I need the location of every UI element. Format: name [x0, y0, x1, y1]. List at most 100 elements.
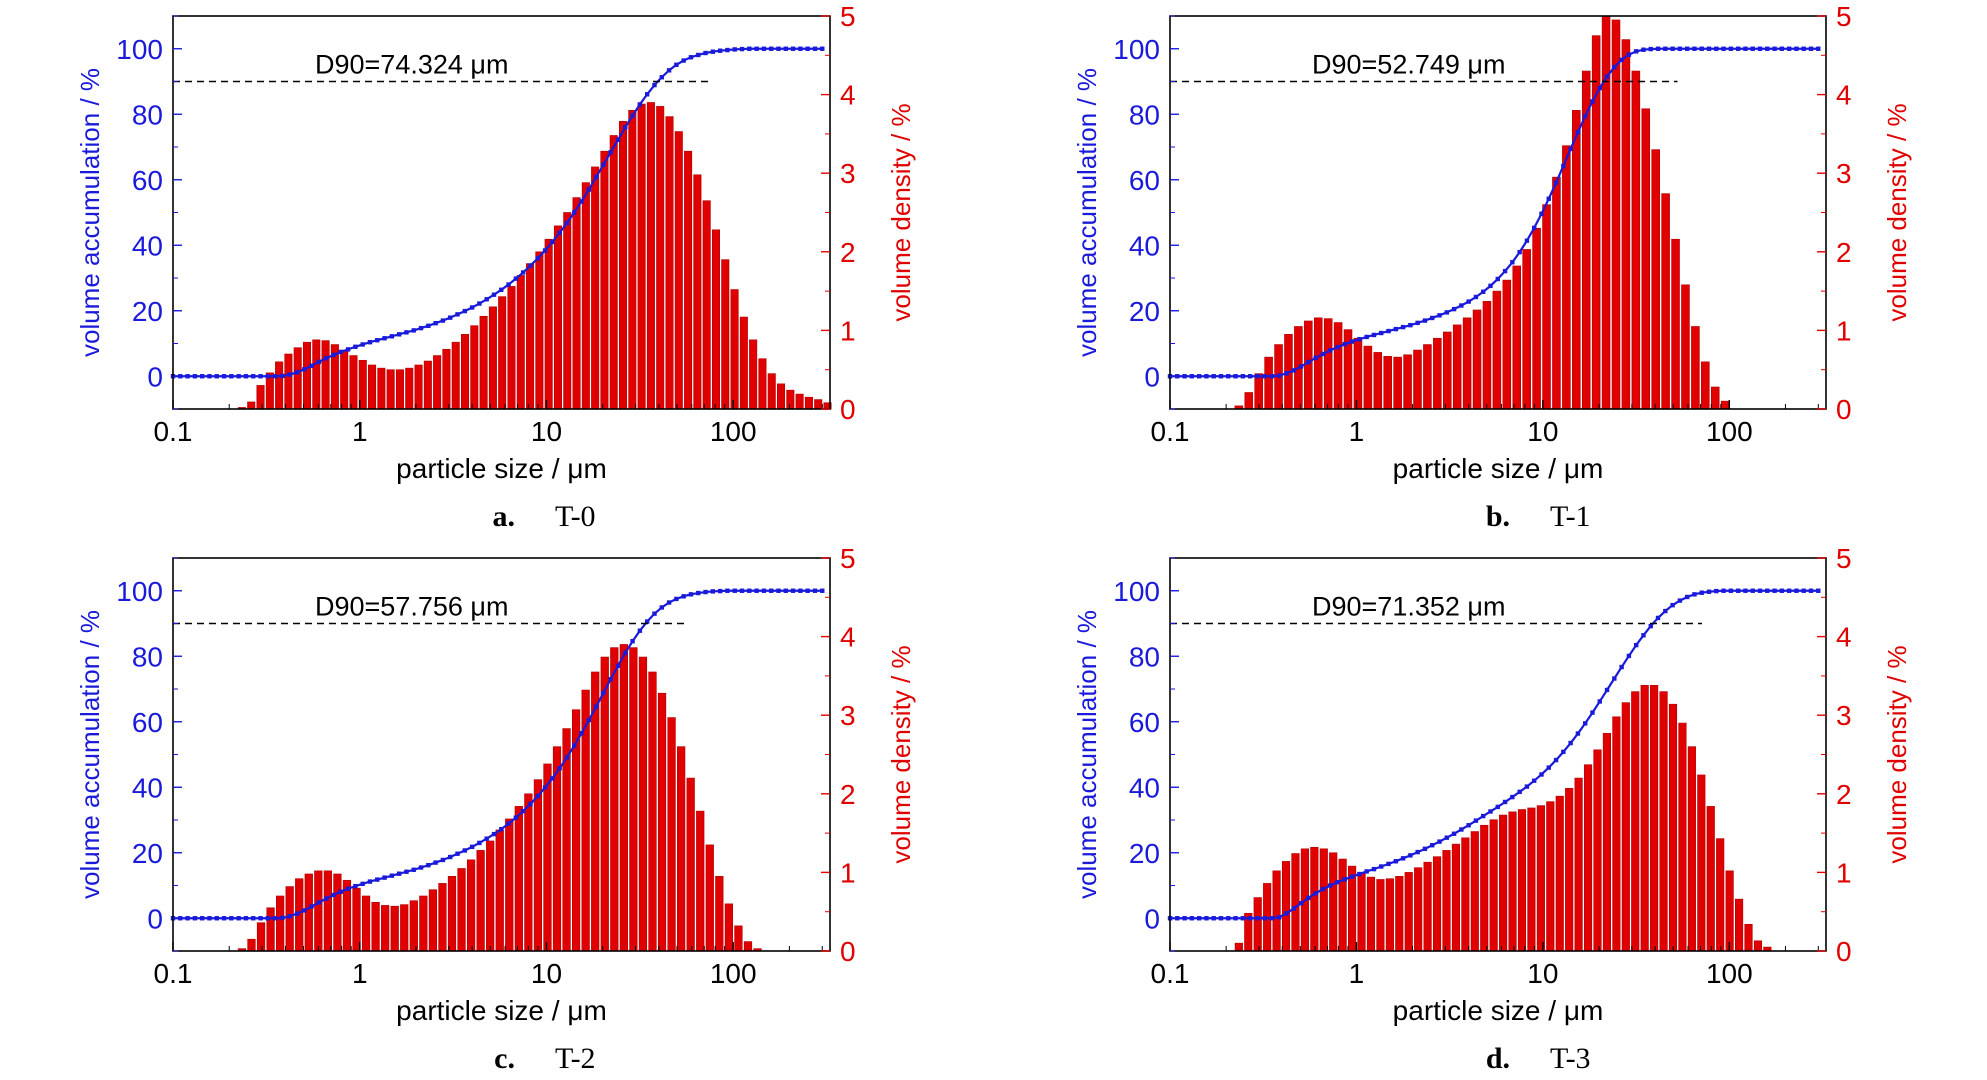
accumulation-point — [790, 46, 796, 51]
density-bar — [1668, 703, 1678, 952]
accumulation-point — [1801, 46, 1806, 51]
accumulation-point — [1532, 225, 1537, 231]
panel-caption-name: T-3 — [1550, 1042, 1591, 1075]
accumulation-point — [652, 82, 657, 88]
density-bar — [1461, 837, 1470, 952]
right-y-axis-label: volume density / % — [886, 645, 916, 863]
accumulation-point — [302, 908, 307, 913]
accumulation-point — [1408, 322, 1413, 328]
accumulation-point — [1794, 46, 1799, 51]
density-bar — [1691, 326, 1700, 410]
accumulation-point — [1466, 299, 1471, 304]
accumulation-point — [1510, 260, 1515, 265]
density-bar — [352, 887, 361, 952]
density-bar — [600, 656, 609, 952]
density-bar — [696, 810, 705, 952]
accumulation-point — [499, 287, 504, 292]
accumulation-point — [725, 588, 730, 593]
accumulation-point — [404, 330, 409, 335]
accumulation-point — [1590, 710, 1595, 715]
accumulation-point — [1298, 364, 1304, 369]
accumulation-point — [1393, 859, 1399, 864]
left-y-tick-label: 40 — [1129, 772, 1160, 803]
accumulation-point — [1670, 602, 1675, 608]
accumulation-point — [294, 370, 300, 375]
density-bar — [414, 364, 423, 410]
accumulation-point — [674, 596, 679, 602]
density-bar — [381, 905, 390, 952]
accumulation-point — [1517, 249, 1522, 255]
density-bar — [1574, 777, 1583, 952]
x-tick-label: 10 — [1527, 416, 1558, 447]
right-y-tick-label: 5 — [1836, 543, 1852, 574]
accumulation-point — [1189, 916, 1195, 921]
accumulation-point — [513, 815, 519, 820]
accumulation-point — [1320, 886, 1326, 892]
density-bar — [1611, 19, 1621, 410]
accumulation-point — [593, 704, 599, 709]
accumulation-point — [185, 374, 190, 379]
right-y-tick-label: 1 — [1836, 857, 1852, 888]
accumulation-point — [637, 102, 643, 107]
accumulation-point — [1364, 334, 1369, 340]
accumulation-point — [338, 349, 343, 355]
accumulation-point — [1488, 809, 1493, 814]
density-bar — [618, 121, 628, 410]
density-bar — [1338, 858, 1347, 952]
accumulation-point — [324, 356, 329, 361]
accumulation-point — [484, 836, 489, 841]
density-bar — [1621, 39, 1631, 410]
density-bar — [409, 900, 418, 952]
accumulation-point — [1728, 46, 1734, 51]
right-y-tick-label: 1 — [1836, 315, 1852, 346]
density-bar — [758, 358, 767, 410]
accumulation-point — [1451, 831, 1457, 836]
x-tick-label: 100 — [710, 958, 757, 989]
density-bar — [1678, 722, 1687, 952]
density-bar — [711, 229, 720, 410]
accumulation-point — [396, 332, 402, 337]
left-y-tick-label: 100 — [1113, 576, 1160, 607]
accumulation-point — [360, 342, 365, 347]
accumulation-point — [251, 916, 256, 921]
accumulation-point — [324, 896, 329, 901]
accumulation-point — [251, 374, 256, 379]
accumulation-point — [769, 588, 774, 593]
accumulation-point — [1226, 916, 1231, 921]
right-y-tick-label: 4 — [840, 622, 856, 653]
accumulation-point — [1430, 843, 1435, 848]
accumulation-point — [1779, 46, 1785, 51]
accumulation-point — [1247, 916, 1253, 921]
accumulation-point — [353, 344, 358, 349]
accumulation-point — [491, 292, 497, 297]
density-bar — [368, 364, 377, 410]
accumulation-point — [564, 755, 570, 760]
accumulation-point — [630, 638, 635, 644]
accumulation-point — [812, 46, 818, 51]
density-bar — [1641, 108, 1651, 410]
left-y-tick-label: 80 — [1129, 99, 1160, 130]
density-bar — [591, 166, 600, 410]
density-bar — [1333, 322, 1343, 410]
density-bar — [1395, 876, 1404, 952]
accumulation-point — [1481, 289, 1486, 294]
left-y-tick-label: 100 — [1113, 34, 1160, 65]
density-bar — [610, 647, 619, 952]
accumulation-point — [1473, 818, 1479, 823]
density-bar — [1612, 716, 1621, 952]
density-bar — [247, 938, 256, 952]
density-bar — [1313, 317, 1323, 410]
accumulation-point — [265, 374, 271, 379]
accumulation-point — [382, 875, 387, 880]
left-y-axis-label: volume accumulation / % — [75, 68, 105, 357]
density-bar — [1482, 301, 1492, 410]
left-y-tick-label: 20 — [132, 838, 163, 869]
x-tick-label: 1 — [352, 958, 368, 989]
right-y-tick-label: 1 — [840, 857, 856, 888]
accumulation-point — [272, 916, 278, 921]
accumulation-point — [1255, 374, 1260, 379]
density-bar — [1432, 856, 1442, 952]
accumulation-point — [316, 900, 322, 905]
density-bar — [266, 907, 275, 952]
